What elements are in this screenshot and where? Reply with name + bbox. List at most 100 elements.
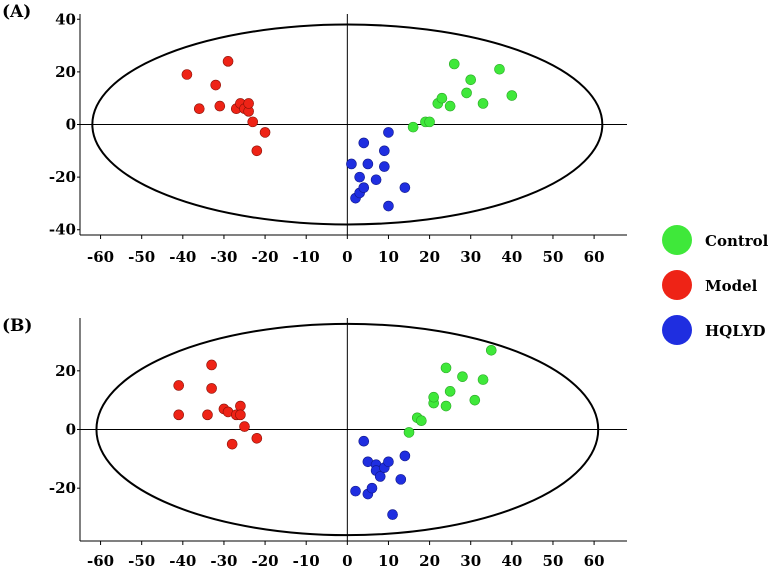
point-control: [457, 371, 468, 382]
point-hqlyd: [358, 435, 370, 447]
legend-label-hqlyd: HQLYD: [705, 322, 766, 340]
point-model: [173, 380, 185, 391]
y-tick-label: -20: [49, 479, 76, 497]
point-model: [210, 79, 222, 91]
point-hqlyd: [379, 145, 390, 157]
x-tick-label: 10: [378, 552, 399, 570]
y-tick-label: 20: [55, 63, 76, 81]
point-control: [403, 427, 415, 438]
point-hqlyd: [374, 471, 386, 482]
panel-a-score-plot: (A) -60 -50 -40 -30 -20 -10 0 10 20 30 40 50 60 40 20…: [2, 2, 627, 266]
point-hqlyd: [399, 450, 411, 462]
point-control: [477, 374, 489, 385]
legend-swatch-model: [662, 270, 692, 300]
point-control: [506, 90, 518, 101]
point-hqlyd: [379, 161, 390, 172]
y-tick-label: 40: [55, 10, 76, 28]
panel-b-confidence-ellipse: [95, 322, 600, 537]
x-tick-label: 20: [419, 552, 440, 570]
point-hqlyd: [370, 174, 382, 186]
y-tick-label: 0: [66, 421, 76, 439]
point-control: [461, 87, 472, 99]
point-model: [214, 100, 226, 112]
x-tick-label: -30: [210, 248, 237, 266]
point-control: [477, 98, 489, 109]
point-control: [469, 394, 481, 406]
point-model: [226, 438, 238, 450]
point-model: [251, 433, 263, 444]
legend: Control Model HQLYD: [662, 225, 769, 345]
panel-b-label: (B): [2, 316, 32, 336]
x-tick-label: -60: [87, 552, 114, 570]
point-hqlyd: [399, 182, 411, 193]
point-model: [243, 98, 254, 109]
y-tick-label: -40: [49, 221, 76, 239]
point-control: [440, 362, 452, 374]
x-tick-label: 40: [501, 552, 522, 570]
panel-b-y-ticks: 20 0 -20: [49, 362, 80, 497]
y-tick-label: 0: [66, 116, 76, 134]
y-tick-label: 20: [55, 362, 76, 380]
point-control: [407, 121, 419, 133]
point-control: [416, 415, 427, 426]
point-model: [235, 400, 246, 412]
y-tick-label: -20: [49, 168, 76, 186]
x-tick-label: 0: [342, 552, 352, 570]
legend-label-model: Model: [705, 277, 758, 295]
x-tick-label: 10: [378, 248, 399, 266]
point-control: [494, 63, 505, 75]
point-control: [444, 386, 456, 397]
x-tick-label: -40: [169, 248, 196, 266]
x-tick-label: -20: [252, 248, 279, 266]
x-tick-label: 30: [460, 552, 481, 570]
x-tick-label: -50: [128, 552, 155, 570]
point-control: [436, 92, 448, 104]
point-control: [465, 74, 477, 86]
legend-swatch-hqlyd: [662, 315, 692, 345]
point-hqlyd: [346, 158, 357, 170]
point-model: [181, 69, 193, 80]
x-tick-label: -10: [293, 248, 320, 266]
point-hqlyd: [358, 182, 370, 193]
x-tick-label: 60: [584, 552, 605, 570]
point-model: [235, 409, 246, 421]
panel-a-y-ticks: 40 20 0 -20 -40: [49, 10, 80, 239]
x-tick-label: 20: [419, 248, 440, 266]
point-hqlyd: [395, 474, 407, 485]
point-hqlyd: [350, 485, 361, 497]
point-control: [448, 58, 460, 70]
x-tick-label: 50: [543, 248, 564, 266]
x-tick-label: -20: [252, 552, 279, 570]
x-tick-label: -50: [128, 248, 155, 266]
x-tick-label: 60: [584, 248, 605, 266]
point-hqlyd: [383, 456, 394, 468]
point-control: [440, 400, 452, 412]
point-hqlyd: [366, 482, 378, 494]
point-hqlyd: [362, 158, 374, 170]
point-hqlyd: [358, 137, 370, 149]
point-model: [202, 409, 213, 421]
legend-label-control: Control: [705, 232, 769, 250]
x-tick-label: -60: [87, 248, 114, 266]
x-tick-label: 40: [501, 248, 522, 266]
x-tick-label: 50: [543, 552, 564, 570]
point-model: [247, 116, 259, 128]
point-control: [485, 344, 497, 356]
panel-a-points: [181, 56, 518, 212]
point-model: [251, 145, 263, 157]
panel-b-score-plot: (B) -60 -50 -40 -30 -20 -10 0 10 20 30 40 50 60 200-…: [2, 316, 627, 570]
point-hqlyd: [354, 171, 365, 183]
point-control: [424, 116, 435, 128]
point-model: [173, 409, 185, 421]
panel-b-x-ticks: -60 -50 -40 -30 -20 -10 0 10 20 30 40 50 60: [87, 541, 605, 570]
panel-a-label: (A): [2, 2, 31, 22]
legend-swatch-control: [662, 225, 692, 255]
point-model: [222, 56, 234, 67]
point-model: [259, 127, 271, 138]
x-tick-label: -40: [169, 552, 196, 570]
panel-a-confidence-ellipse: [91, 23, 604, 226]
panel-a-x-ticks: -60 -50 -40 -30 -20 -10 0 10 20 30 40 50 60: [87, 235, 605, 266]
point-hqlyd: [387, 509, 398, 520]
x-tick-label: -30: [210, 552, 237, 570]
